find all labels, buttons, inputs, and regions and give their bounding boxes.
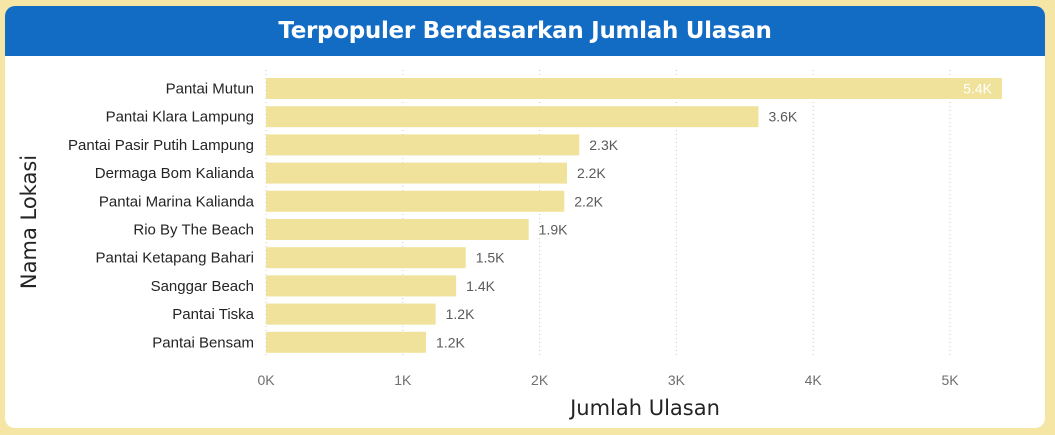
bar[interactable] — [266, 162, 567, 184]
bar[interactable] — [266, 275, 457, 297]
category-label: Pantai Ketapang Bahari — [96, 250, 254, 267]
category-labels: Pantai Mutun Pantai Klara Lampung Pantai P… — [68, 81, 255, 352]
bar[interactable] — [266, 331, 427, 353]
chart-card: Terpopuler Berdasarkan Jumlah Ulasan Pan… — [5, 6, 1045, 428]
bar[interactable] — [266, 134, 580, 156]
x-tick-label: 3K — [668, 372, 686, 388]
data-label: 3.6K — [768, 109, 797, 125]
x-tick-label: 0K — [257, 372, 275, 388]
data-label: 2.2K — [577, 165, 606, 181]
x-tick-label: 5K — [941, 372, 959, 388]
data-labels: 5.4K 3.6K 2.3K 2.2K 2.2K 1.9K 1.5K 1.4K 1.2K 1.2K — [436, 81, 993, 351]
data-label: 2.3K — [589, 137, 618, 153]
bar[interactable] — [266, 106, 759, 128]
category-label: Pantai Mutun — [166, 81, 254, 98]
bars — [266, 78, 1002, 353]
data-label: 1.2K — [436, 334, 465, 350]
category-label: Sanggar Beach — [151, 278, 254, 295]
x-tick-label: 2K — [531, 372, 549, 388]
x-tick-label: 4K — [805, 372, 823, 388]
chart-title: Terpopuler Berdasarkan Jumlah Ulasan — [278, 18, 772, 44]
category-label: Pantai Bensam — [152, 334, 254, 351]
bar[interactable] — [266, 303, 436, 325]
bar[interactable] — [266, 247, 466, 269]
category-label: Pantai Marina Kalianda — [99, 193, 255, 210]
category-label: Pantai Tiska — [172, 306, 254, 323]
y-axis-title: Nama Lokasi — [17, 155, 41, 289]
data-label: 1.4K — [466, 278, 495, 294]
data-label: 1.5K — [476, 250, 505, 266]
data-label: 1.2K — [446, 306, 475, 322]
data-label: 5.4K — [963, 81, 992, 97]
category-label: Dermaga Bom Kalianda — [95, 165, 255, 182]
bar[interactable] — [266, 78, 1002, 99]
x-axis-title: Jumlah Ulasan — [568, 396, 720, 420]
bar-chart: Pantai Mutun Pantai Klara Lampung Pantai P… — [17, 70, 1002, 420]
category-label: Pantai Klara Lampung — [106, 109, 254, 126]
category-label: Pantai Pasir Putih Lampung — [68, 137, 254, 154]
bar[interactable] — [266, 190, 565, 212]
chart-header: Terpopuler Berdasarkan Jumlah Ulasan — [5, 6, 1045, 56]
data-label: 1.9K — [539, 222, 568, 238]
x-tick-labels: 0K 1K 2K 3K 4K 5K — [257, 372, 959, 388]
data-label: 2.2K — [574, 193, 603, 209]
x-tick-label: 1K — [394, 372, 412, 388]
bar[interactable] — [266, 219, 529, 240]
category-label: Rio By The Beach — [133, 222, 254, 239]
